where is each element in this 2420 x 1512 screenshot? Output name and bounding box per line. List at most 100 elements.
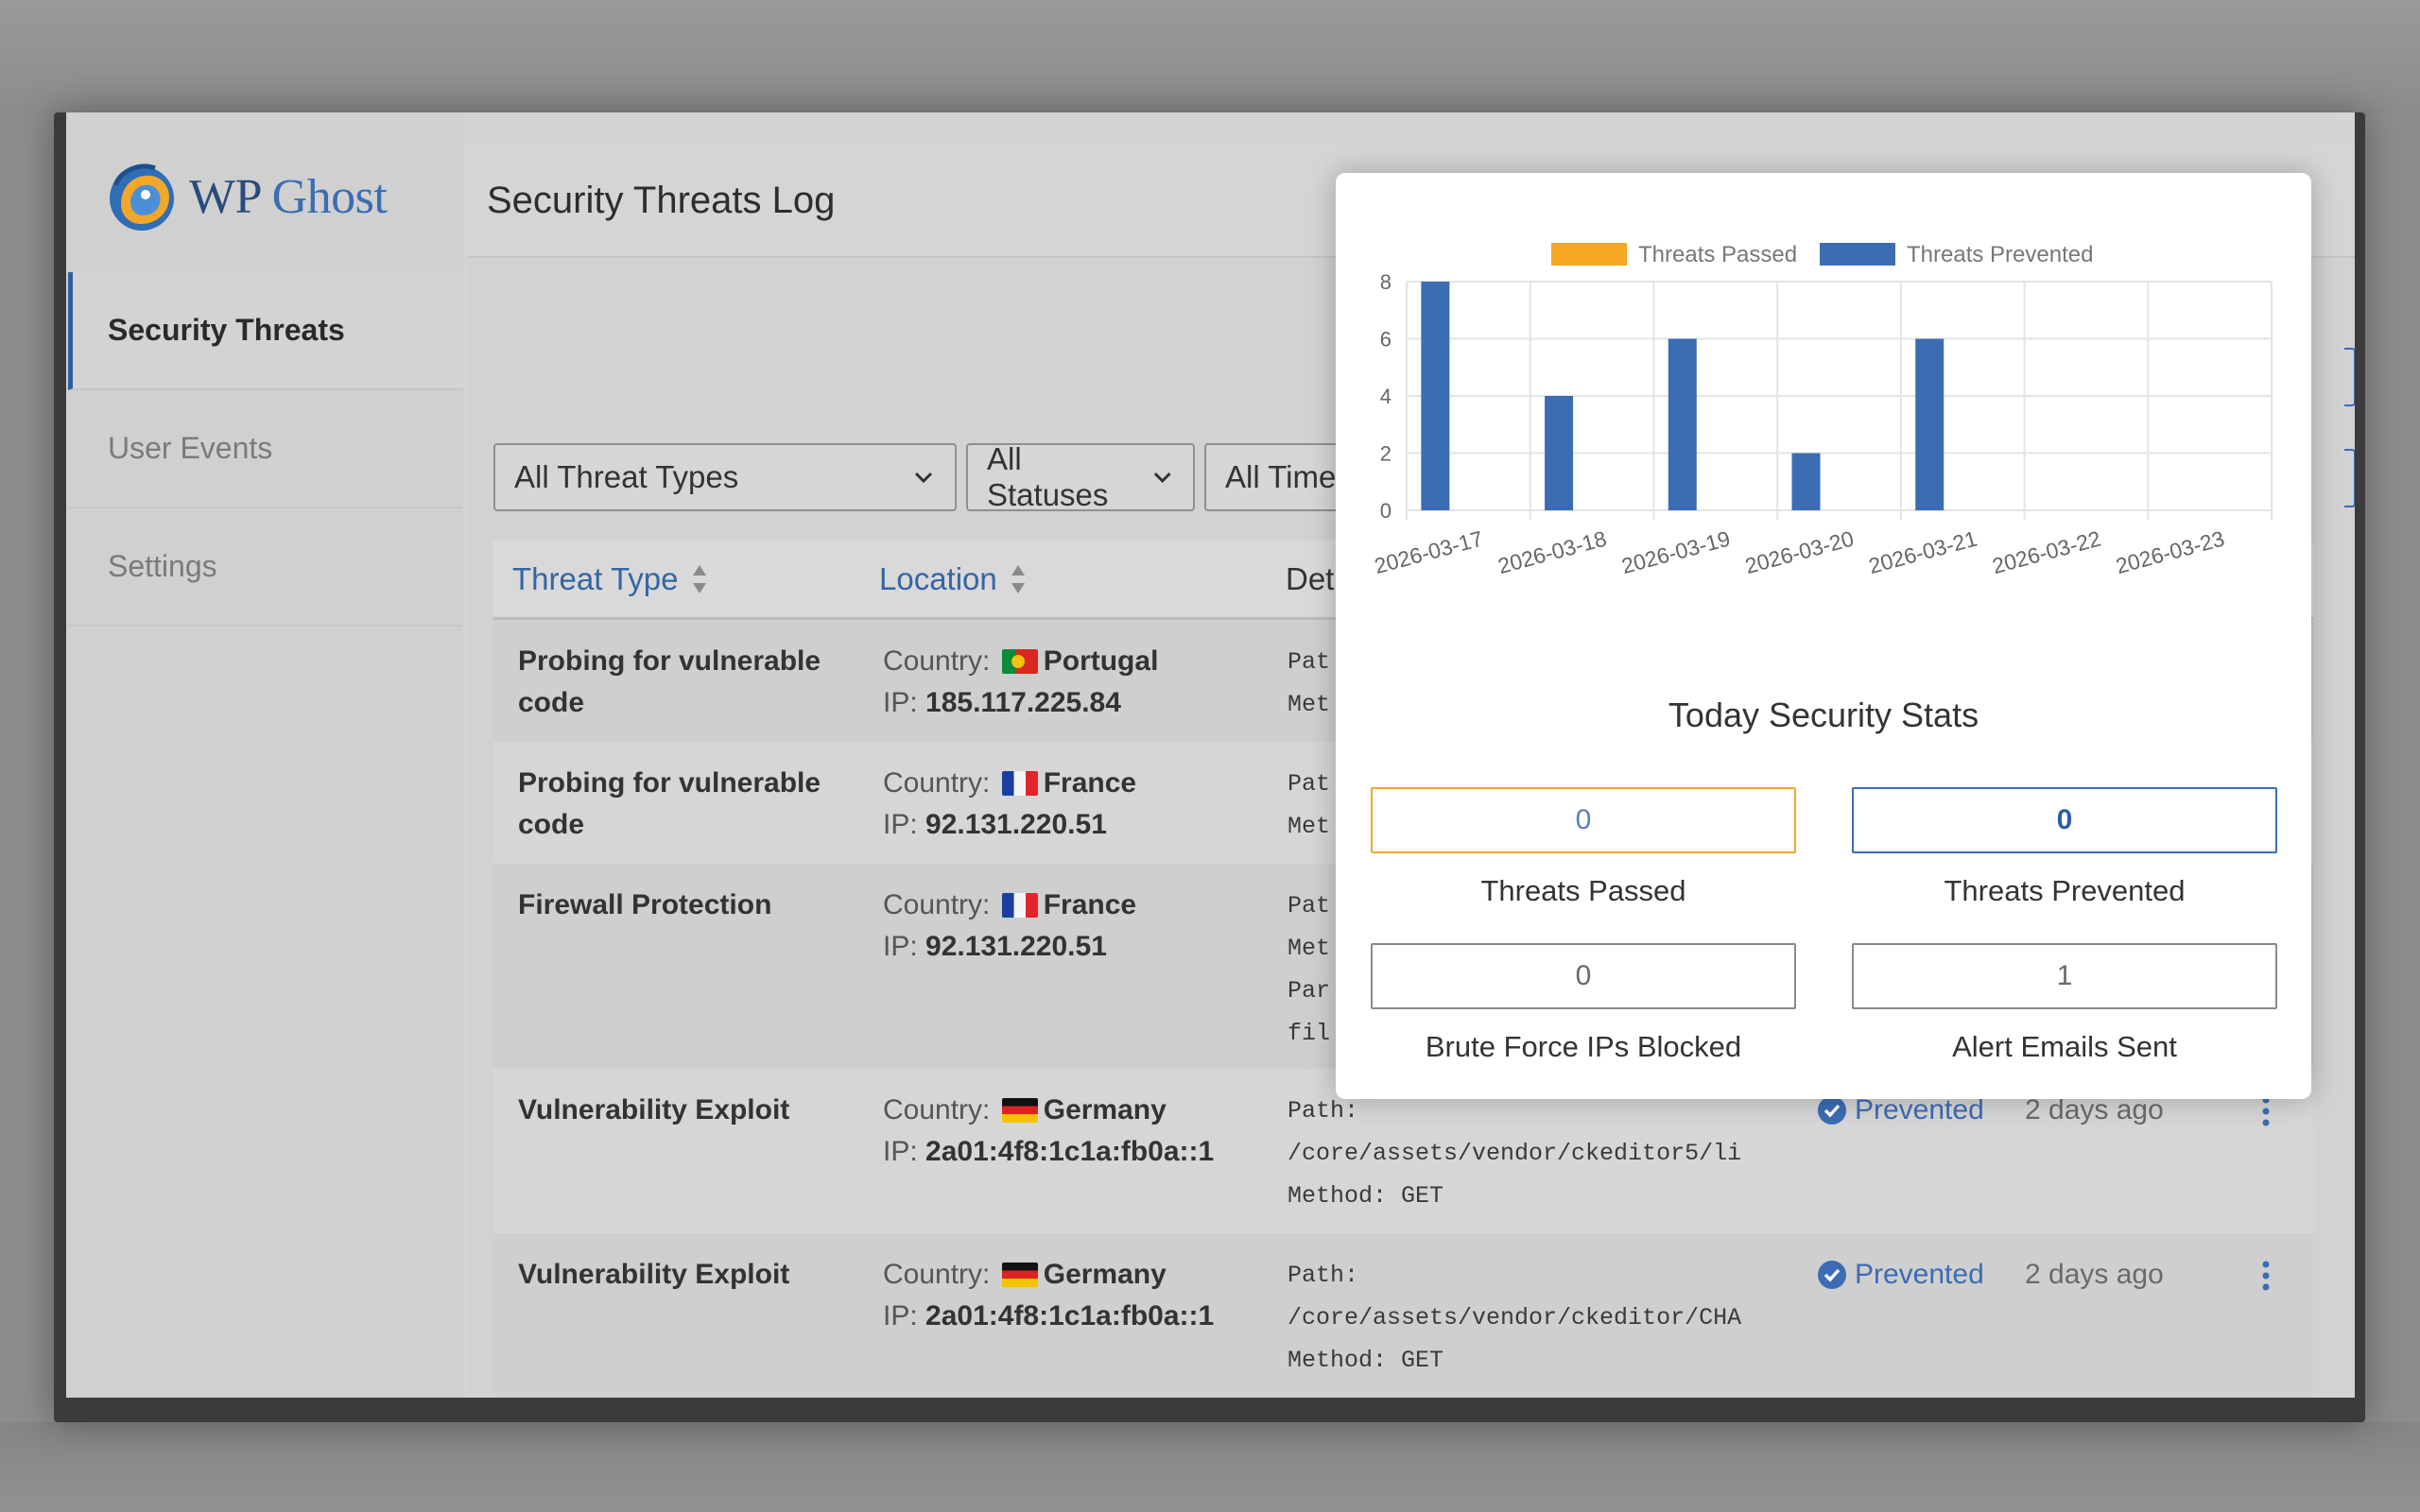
details-cell: Path:/core/assets/vendor/ckeditor/CHA Met… (1288, 1262, 1742, 1374)
status-badge: Prevented (1817, 1233, 2015, 1398)
column-label: Threat Type (512, 560, 679, 596)
bar-threats-prevented (1791, 453, 1821, 510)
time-cell: 2 days ago (2025, 1259, 2164, 1290)
threat-type-cell: Vulnerability Exploit (518, 1094, 790, 1125)
time-value: All Time (1225, 459, 1337, 494)
status-value: All Statuses (987, 441, 1109, 512)
check-circle-icon (1818, 1096, 1846, 1125)
x-tick-label: 2026-03-20 (1742, 525, 1856, 578)
details-cell: Pat Met Par fil (1288, 892, 1331, 1047)
x-tick-label: 2026-03-19 (1619, 525, 1733, 578)
stat-threats-passed: 0 Threats Passed (1371, 787, 1796, 908)
threat-type-cell: Probing for vulnerable code (518, 767, 821, 840)
backdrop (0, 0, 2420, 113)
legend-label: Threats Passed (1638, 242, 1797, 267)
sidebar-item-security-threats[interactable]: Security Threats (68, 272, 463, 390)
x-tick-label: 2026-03-17 (1372, 525, 1485, 578)
sidebar-item-label: Settings (108, 549, 217, 583)
location-cell: Country: Germany IP: 2a01:4f8:1c1a:fb0a:… (883, 1259, 1215, 1332)
ghost-logo-icon (110, 163, 174, 231)
germany-flag-icon (1001, 1098, 1038, 1123)
france-flag-icon (1001, 771, 1038, 796)
stats-title: Today Security Stats (1668, 696, 1979, 734)
threat-type-cell: Firewall Protection (518, 889, 772, 920)
details-cell: Path:/core/assets/vendor/ckeditor5/li Met… (1288, 1097, 1742, 1210)
sidebar-item-user-events[interactable]: User Events (68, 390, 463, 508)
threat-type-cell: Probing for vulnerable code (518, 645, 821, 718)
location-cell: Country: France IP: 92.131.220.51 (883, 767, 1137, 840)
legend-label: Threats Prevented (1907, 242, 2093, 267)
check-circle-icon (1818, 1261, 1846, 1289)
row-menu-button[interactable] (2242, 1233, 2299, 1398)
stat-label: Alert Emails Sent (1952, 1030, 2177, 1063)
stat-value-box: 0 (1371, 787, 1796, 853)
table-row[interactable]: Vulnerability Exploit Country: Germany I… (493, 1233, 2313, 1398)
location-cell: Country: Germany IP: 2a01:4f8:1c1a:fb0a:… (883, 1094, 1215, 1167)
row-menu-button[interactable] (2242, 1069, 2299, 1233)
y-tick-label: 8 (1380, 270, 1392, 294)
column-details[interactable]: Det (1274, 561, 1652, 597)
logo[interactable]: WP Ghost (102, 154, 388, 239)
portugal-flag-icon (1001, 649, 1038, 674)
threats-chart: Threats Passed Threats Prevented 0 2 4 6 8 2026… (1372, 242, 2273, 578)
threat-type-select[interactable]: All Threat Types (493, 443, 957, 511)
column-label: Location (879, 560, 997, 596)
germany-flag-icon (1001, 1263, 1038, 1287)
location-cell: Country: Portugal IP: 185.117.225.84 (883, 645, 1159, 718)
column-location[interactable]: Location (870, 561, 1274, 597)
page-title: Security Threats Log (487, 179, 836, 221)
sort-icon (692, 564, 706, 593)
x-tick-label: 2026-03-21 (1866, 525, 1979, 578)
sidebar: WP Ghost Security Threats User Events Se… (66, 112, 463, 1398)
action-button-edge[interactable] (2344, 449, 2355, 507)
chevron-down-icon (914, 472, 933, 484)
threat-type-value: All Threat Types (514, 459, 739, 494)
y-tick-label: 6 (1380, 328, 1392, 352)
france-flag-icon (1001, 893, 1038, 918)
legend-swatch (1551, 243, 1627, 266)
status-select[interactable]: All Statuses (966, 441, 1195, 512)
column-label: Det (1286, 560, 1335, 596)
logo-text: WP Ghost (189, 169, 388, 224)
stat-label: Threats Passed (1480, 874, 1686, 907)
sort-icon (1011, 564, 1025, 593)
chevron-down-icon (1153, 472, 1171, 483)
kebab-menu-icon (2262, 1261, 2270, 1291)
filter-bar: All Threat Types All Statuses All Time (493, 441, 1393, 512)
stat-label: Brute Force IPs Blocked (1425, 1030, 1742, 1063)
bar-threats-prevented (1668, 338, 1697, 510)
stat-value-box: 0 (1371, 943, 1796, 1009)
y-tick-label: 2 (1380, 442, 1392, 466)
sidebar-item-label: User Events (108, 431, 273, 465)
bar-threats-prevented (1915, 338, 1945, 510)
stat-label: Threats Prevented (1944, 874, 2186, 907)
threat-type-cell: Vulnerability Exploit (518, 1259, 790, 1290)
stats-modal: Threats Passed Threats Prevented 0 2 4 6 8 2026… (1336, 173, 2311, 1099)
stat-value-box: 1 (1852, 943, 2277, 1009)
x-tick-label: 2026-03-18 (1495, 525, 1609, 578)
action-button-edge[interactable] (2344, 348, 2355, 406)
legend-swatch (1820, 243, 1895, 266)
stat-alert-emails: 1 Alert Emails Sent (1852, 943, 2277, 1064)
backdrop (0, 1422, 2420, 1512)
y-tick-label: 4 (1380, 385, 1392, 408)
column-threat-type[interactable]: Threat Type (493, 561, 870, 597)
x-tick-label: 2026-03-22 (1990, 525, 2103, 578)
stat-threats-prevented: 0 Threats Prevented (1852, 787, 2277, 908)
time-select[interactable]: All Time (1204, 443, 1393, 511)
sidebar-item-settings[interactable]: Settings (68, 508, 463, 627)
time-cell: 2 days ago (2025, 1094, 2164, 1125)
kebab-menu-icon (2262, 1096, 2270, 1126)
bar-threats-prevented (1421, 282, 1450, 510)
bar-threats-prevented (1545, 396, 1574, 510)
x-tick-label: 2026-03-23 (2113, 525, 2226, 578)
details-cell: Pat Met (1288, 648, 1331, 718)
sidebar-item-label: Security Threats (108, 313, 345, 347)
stat-value-box: 0 (1852, 787, 2277, 853)
location-cell: Country: France IP: 92.131.220.51 (883, 889, 1137, 962)
y-tick-label: 0 (1380, 499, 1392, 523)
status-badge: Prevented (1817, 1069, 2015, 1233)
stat-brute-force-blocked: 0 Brute Force IPs Blocked (1371, 943, 1796, 1064)
details-cell: Pat Met (1288, 770, 1331, 840)
sidebar-nav: Security Threats User Events Settings (68, 272, 463, 627)
